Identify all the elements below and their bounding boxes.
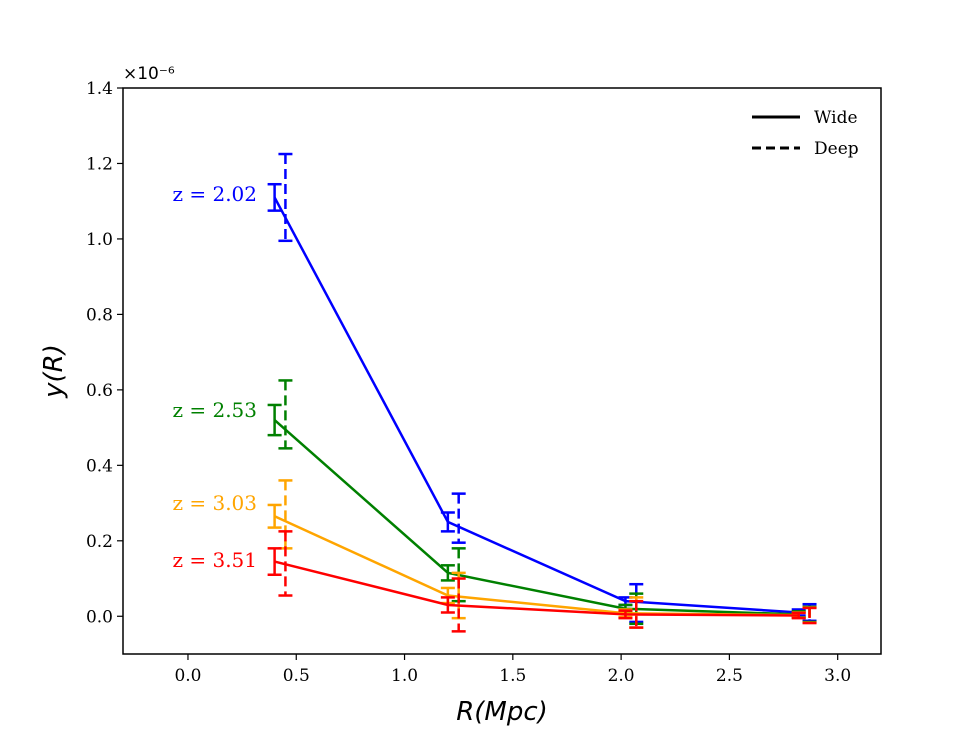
plot-area bbox=[267, 152, 817, 633]
x-axis-label: R(Mpc) bbox=[456, 697, 548, 727]
wide-errorbar bbox=[267, 403, 282, 437]
deep-errorbar bbox=[451, 492, 466, 544]
x-tick-label: 3.0 bbox=[824, 666, 851, 686]
x-tick-label: 2.0 bbox=[608, 666, 635, 686]
y-scale-label: ×10⁻⁶ bbox=[123, 64, 175, 84]
deep-errorbar bbox=[802, 606, 817, 625]
wide-errorbar bbox=[440, 511, 455, 533]
x-tick-label: 0.5 bbox=[283, 666, 310, 686]
deep-errorbar bbox=[451, 577, 466, 633]
y-tick-label: 0.0 bbox=[86, 607, 113, 627]
series-label-z3.51: z = 3.51 bbox=[172, 548, 257, 572]
wide-line bbox=[273, 196, 799, 614]
y-tick-label: 0.4 bbox=[86, 456, 113, 476]
y-tick-label: 0.6 bbox=[86, 381, 113, 401]
deep-errorbar bbox=[278, 379, 293, 450]
x-tick-label: 0.0 bbox=[174, 666, 201, 686]
deep-errorbar bbox=[278, 530, 293, 597]
x-axis: 0.0 0.5 1.0 1.5 2.0 2.5 3.0 bbox=[174, 654, 851, 686]
y-tick-label: 0.2 bbox=[86, 532, 113, 552]
legend-label-deep: Deep bbox=[814, 139, 859, 159]
wide-errorbar bbox=[267, 182, 282, 212]
series-labels: z = 2.02 z = 2.53 z = 3.03 z = 3.51 bbox=[172, 182, 257, 572]
x-tick-label: 1.5 bbox=[499, 666, 526, 686]
x-tick-label: 2.5 bbox=[716, 666, 743, 686]
deep-errorbar bbox=[629, 599, 644, 629]
wide-errorbar bbox=[618, 609, 633, 620]
wide-errorbar bbox=[791, 611, 806, 620]
plot-frame bbox=[122, 87, 882, 655]
x-tick-label: 1.0 bbox=[391, 666, 418, 686]
wide-errorbar bbox=[440, 564, 455, 582]
y-axis-label: y(R) bbox=[39, 344, 69, 399]
y-tick-label: 1.0 bbox=[86, 230, 113, 250]
y-axis: 0.0 0.2 0.4 0.6 0.8 1.0 1.2 1.4 bbox=[86, 79, 123, 627]
y-tick-label: 1.4 bbox=[86, 79, 113, 99]
wide-line bbox=[274, 560, 799, 617]
deep-errorbar bbox=[278, 152, 293, 243]
wide-line bbox=[273, 419, 799, 616]
series-label-z2.02: z = 2.02 bbox=[172, 182, 257, 206]
wide-errorbar bbox=[267, 547, 282, 577]
series-label-z3.03: z = 3.03 bbox=[172, 491, 257, 515]
y-tick-label: 1.2 bbox=[86, 154, 113, 174]
series-label-z2.53: z = 2.53 bbox=[172, 398, 257, 422]
legend: Wide Deep bbox=[752, 108, 859, 159]
legend-label-wide: Wide bbox=[814, 108, 858, 128]
wide-errorbar bbox=[440, 596, 455, 614]
y-tick-label: 0.8 bbox=[86, 305, 113, 325]
wide-errorbar bbox=[267, 503, 282, 529]
series-z3.51 bbox=[267, 530, 817, 633]
